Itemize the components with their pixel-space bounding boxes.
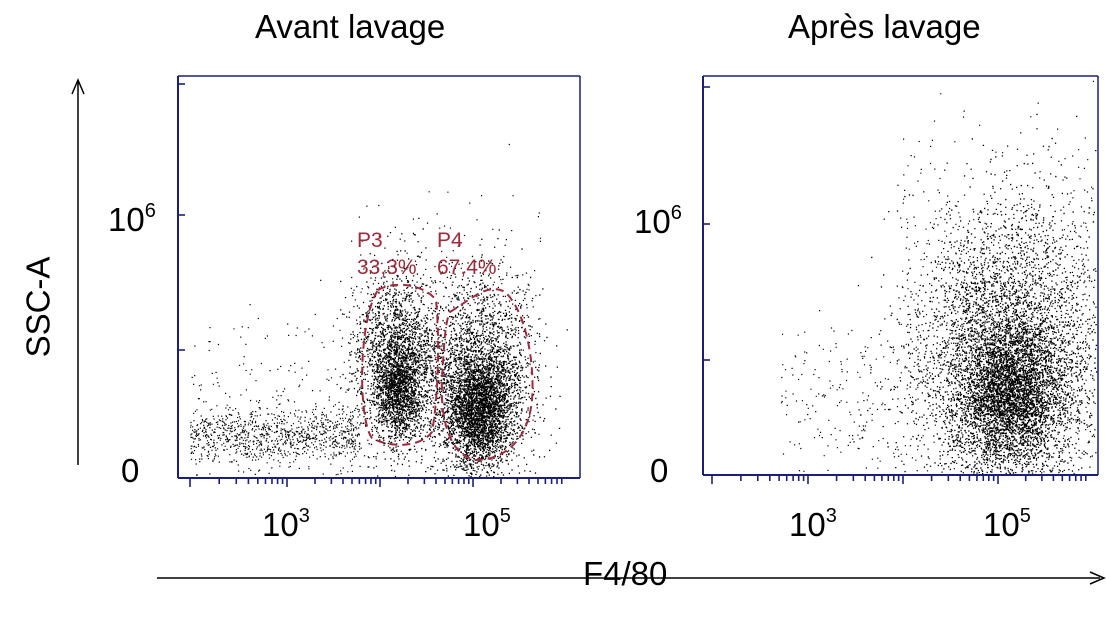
ytick-0-left: 0 — [121, 452, 140, 489]
gate-p4-percent: 67,4% — [437, 256, 497, 279]
ytick-1e6-left: 106 — [108, 200, 156, 238]
gate-p4-name: P4 — [437, 229, 463, 252]
y-axis-arrowhead — [71, 78, 85, 95]
x-axis-arrowhead — [1089, 571, 1106, 585]
ytick-0-right: 0 — [650, 452, 669, 489]
panel-title-avant: Avant lavage — [255, 8, 446, 45]
event-dots — [396, 217, 568, 478]
events-left — [190, 143, 568, 478]
gate-p3 — [361, 283, 440, 446]
event-dots — [353, 327, 437, 462]
event-dots — [334, 222, 467, 478]
gates-left: P3 33,3% P4 67,4% — [357, 229, 534, 462]
plot-frame-left — [177, 75, 581, 479]
event-dots-sparse — [780, 260, 1091, 475]
gate-p4 — [440, 288, 534, 462]
gate-p3-name: P3 — [357, 229, 383, 252]
event-dots — [429, 325, 527, 478]
event-dots — [853, 110, 1098, 475]
event-dots — [924, 273, 1087, 474]
ytick-1e6-right: 106 — [634, 202, 682, 240]
xtick-1e5-right: 105 — [983, 505, 1031, 543]
xtick-1e3-left: 103 — [262, 505, 310, 543]
xtick-1e5-left: 105 — [463, 505, 511, 543]
event-dots-sparse — [190, 388, 361, 476]
panel-title-apres: Après lavage — [788, 8, 981, 45]
x-axis-title: F4/80 — [583, 555, 668, 592]
events-right — [780, 80, 1098, 475]
gate-p3-percent: 33,3% — [357, 256, 417, 279]
plot-frame-right — [702, 75, 1099, 476]
xtick-1e3-right: 103 — [789, 505, 837, 543]
